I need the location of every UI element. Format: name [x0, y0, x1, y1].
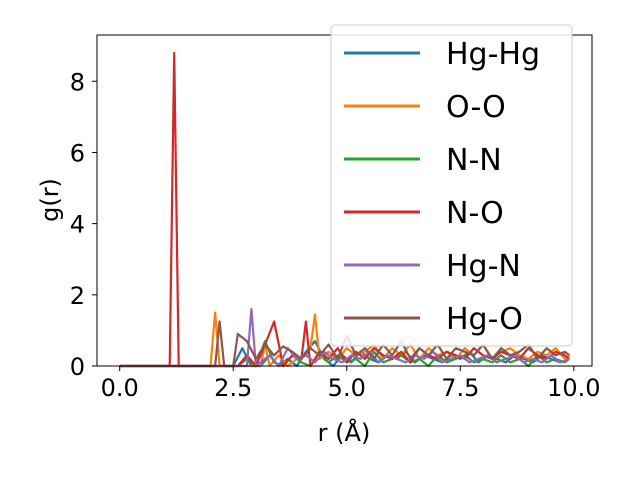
x-tick-label: 10.0 [547, 374, 600, 402]
x-axis: 0.0 2.5 5.0 7.5 10.0 [101, 366, 601, 402]
y-tick-label: 4 [70, 211, 85, 239]
y-axis-title: g(r) [36, 178, 64, 222]
y-axis: 0 2 4 6 8 [70, 68, 97, 381]
y-tick-label: 2 [70, 282, 85, 310]
x-tick-label: 2.5 [214, 374, 252, 402]
legend-label-hg-n: Hg-N [446, 249, 521, 284]
legend-label-o-o: O-O [446, 90, 506, 125]
series-line-hg-n [119, 308, 570, 368]
legend-box [330, 24, 573, 347]
y-tick-label: 0 [70, 353, 85, 381]
legend-label-n-n: N-N [446, 143, 502, 178]
y-tick-label: 6 [70, 139, 85, 167]
y-tick-label: 8 [70, 68, 85, 96]
legend-label-n-o: N-O [446, 196, 504, 231]
x-tick-label: 0.0 [101, 374, 139, 402]
legend-label-hg-hg: Hg-Hg [446, 37, 540, 72]
legend: Hg-Hg O-O N-N N-O Hg-N Hg-O [330, 24, 573, 347]
x-tick-label: 7.5 [441, 374, 479, 402]
x-axis-title: r (Å) [318, 418, 371, 447]
x-tick-label: 5.0 [328, 374, 366, 402]
legend-label-hg-o: Hg-O [446, 302, 523, 337]
